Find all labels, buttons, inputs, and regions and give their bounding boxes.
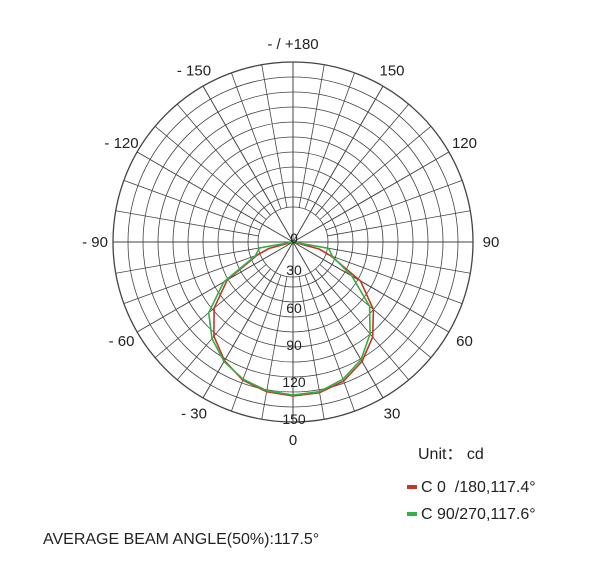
- angle-tick-label: - / +180: [267, 36, 318, 53]
- grid-spoke: [136, 241, 294, 333]
- legend-label-c0: C 0 /180,117.4°: [421, 479, 536, 496]
- angle-tick-label: - 30: [181, 405, 207, 422]
- grid-spoke: [292, 241, 450, 333]
- grid-spoke: [115, 247, 259, 274]
- grid-spoke: [292, 151, 450, 243]
- angle-tick-label: 30: [384, 405, 401, 422]
- grid-spoke: [231, 274, 282, 412]
- grid-spoke: [154, 264, 267, 359]
- grid-spoke: [327, 247, 471, 274]
- grid-spoke: [304, 72, 355, 210]
- radial-tick-label: 120: [282, 374, 306, 390]
- angle-tick-label: - 60: [109, 333, 135, 350]
- grid-spoke: [327, 210, 471, 237]
- radial-tick-label: 150: [282, 411, 306, 427]
- legend-swatch-c0: [407, 485, 417, 489]
- angle-tick-label: 0: [289, 432, 297, 449]
- grid-spoke: [261, 276, 288, 420]
- legend-swatch-c90: [407, 512, 417, 516]
- grid-spoke: [292, 241, 384, 399]
- angle-tick-label: - 90: [82, 234, 108, 251]
- grid-spoke: [123, 253, 261, 304]
- legend-label-c90: C 90/270,117.6°: [421, 506, 536, 523]
- radial-tick-label: 60: [286, 300, 302, 316]
- grid-spoke: [325, 253, 463, 304]
- grid-spoke: [298, 64, 325, 208]
- grid-spoke: [325, 180, 463, 231]
- grid-spoke: [202, 241, 294, 399]
- unit-label: Unit： cd: [418, 446, 484, 463]
- grid-spoke: [315, 268, 410, 381]
- grid-spoke: [136, 151, 294, 243]
- grid-spoke: [123, 180, 261, 231]
- grid-spoke: [154, 125, 267, 220]
- radial-tick-label: 30: [286, 262, 302, 278]
- polar-grid: [112, 61, 474, 423]
- series-line-1: [207, 241, 371, 396]
- series-curves: [207, 241, 375, 397]
- angle-tick-label: 120: [452, 135, 477, 152]
- angle-tick-label: 150: [379, 63, 404, 80]
- grid-spoke: [231, 72, 282, 210]
- grid-spoke: [319, 264, 432, 359]
- legend: C 0 /180,117.4° C 90/270,117.6°: [407, 479, 536, 523]
- grid-spoke: [176, 268, 271, 381]
- grid-spoke: [304, 274, 355, 412]
- angle-tick-label: 60: [456, 333, 473, 350]
- grid-spoke: [261, 64, 288, 208]
- angle-tick-label: 90: [483, 234, 500, 251]
- grid-spoke: [292, 85, 384, 243]
- grid-spoke: [315, 103, 410, 216]
- angle-tick-label: - 150: [177, 63, 211, 80]
- radial-tick-label: 0: [290, 230, 298, 246]
- grid-spoke: [298, 276, 325, 420]
- grid-spoke: [176, 103, 271, 216]
- radial-tick-label: 90: [286, 337, 302, 353]
- angle-tick-label: - 120: [104, 135, 138, 152]
- grid-spoke: [202, 85, 294, 243]
- average-beam-angle-text: AVERAGE BEAM ANGLE(50%):117.5°: [43, 531, 320, 548]
- grid-spoke: [319, 125, 432, 220]
- chart-labels: - / +180 150 120 90 60 30 0 - 30 - 60 - 90 - 120 - …: [82, 36, 499, 449]
- grid-spoke: [115, 210, 259, 237]
